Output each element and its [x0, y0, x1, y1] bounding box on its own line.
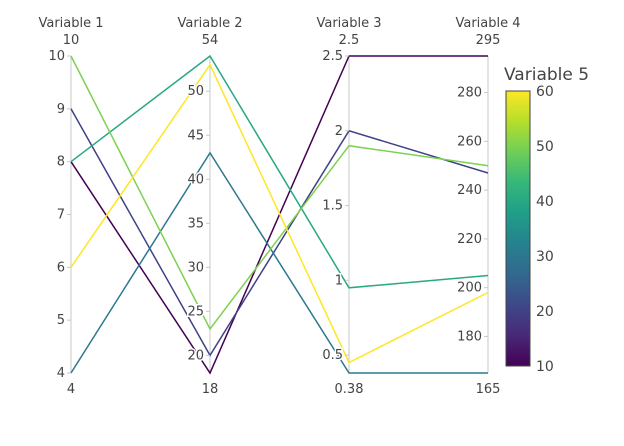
tick-label: 280	[457, 86, 482, 101]
axis-range-min-4: 165	[476, 382, 501, 397]
tick-label: 10	[48, 49, 65, 64]
colorbar-tick-label: 60	[536, 84, 554, 100]
tick-label: 260	[457, 134, 482, 149]
axis-title-4: Variable 4	[455, 16, 520, 31]
axis-range-min-2: 18	[202, 382, 219, 397]
tick-label: 240	[457, 183, 482, 198]
tick-label: 0.5	[322, 348, 343, 363]
axis-range-max-3: 2.5	[339, 33, 360, 48]
tick-label: 8	[57, 155, 65, 170]
data-line-4	[70, 54, 489, 289]
tick-label: 35	[187, 216, 204, 231]
tick-label: 180	[457, 329, 482, 344]
tick-label: 25	[187, 304, 204, 319]
tick-label: 4	[57, 366, 65, 381]
tick-label: 40	[187, 172, 204, 187]
colorbar-title: Variable 5	[504, 65, 589, 85]
colorbar-tick-label: 30	[536, 249, 554, 265]
tick-label: 6	[57, 260, 65, 275]
tick-label: 1.5	[322, 199, 343, 214]
data-line-3	[70, 151, 488, 374]
tick-label: 2	[335, 124, 343, 139]
colorbar-tick-label: 40	[536, 194, 554, 210]
tick-label: 1	[335, 273, 343, 288]
data-line-5	[70, 55, 489, 331]
tick-label: 45	[187, 128, 204, 143]
tick-label: 50	[187, 84, 204, 99]
lines-group	[70, 54, 489, 375]
axis-title-1: Variable 1	[38, 16, 103, 31]
axis-range-min-1: 4	[67, 382, 75, 397]
tick-label: 200	[457, 281, 482, 296]
axis-title-3: Variable 3	[316, 16, 381, 31]
tick-label: 5	[57, 313, 65, 328]
axis-range-max-1: 10	[63, 33, 80, 48]
colorbar-gradient	[505, 90, 531, 367]
tick-label: 20	[187, 348, 204, 363]
axis-range-max-2: 54	[202, 33, 219, 48]
tick-label: 220	[457, 232, 482, 247]
tick-label: 9	[57, 102, 65, 117]
tick-label: 2.5	[322, 49, 343, 64]
colorbar-tick-label: 20	[536, 304, 554, 320]
axis-range-min-3: 0.38	[335, 382, 364, 397]
tick-label: 30	[187, 260, 204, 275]
colorbar-tick-label: 50	[536, 139, 554, 155]
axis-range-max-4: 295	[476, 33, 501, 48]
colorbar-tick-label: 10	[536, 359, 554, 375]
data-line-6	[70, 63, 489, 364]
data-line-2	[70, 108, 489, 357]
axis-title-2: Variable 2	[177, 16, 242, 31]
tick-label: 7	[57, 208, 65, 223]
colorbar: Variable 5 10 20 30 40 50 60	[504, 65, 589, 375]
